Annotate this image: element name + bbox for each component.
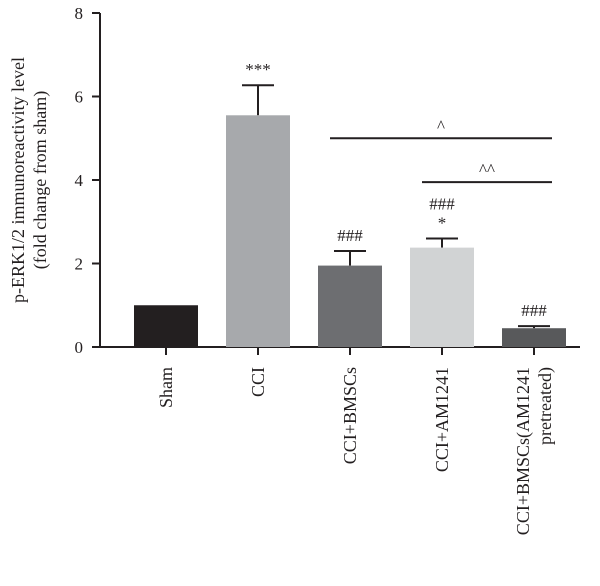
x-category-label: pretreated) <box>535 367 556 445</box>
significance-label: *** <box>245 60 271 79</box>
significance-label: ### <box>429 194 455 213</box>
y-tick-label: 0 <box>75 338 84 357</box>
y-axis-label-line1: p-ERK1/2 immunoreactivity level <box>8 57 28 303</box>
y-tick-label: 8 <box>75 4 84 23</box>
y-tick-label: 4 <box>75 171 84 190</box>
x-category-label: CCI <box>248 367 268 397</box>
significance-label: * <box>438 213 447 232</box>
comparison-label: ^ <box>437 116 445 135</box>
y-axis-label-line2: (fold change from sham) <box>30 91 51 269</box>
x-category-label: Sham <box>156 367 176 408</box>
bar <box>226 115 290 347</box>
y-axis-title: p-ERK1/2 immunoreactivity level (fold ch… <box>8 57 51 303</box>
comparison-label: ^^ <box>479 160 495 179</box>
y-tick-label: 2 <box>75 255 84 274</box>
bar <box>134 305 198 347</box>
x-category-label: CCI+BMSCs <box>340 367 360 464</box>
bar <box>410 247 474 347</box>
x-category-label: CCI+AM1241 <box>432 367 452 472</box>
x-category-label: CCI+BMSCs(AM1241 <box>513 367 534 535</box>
significance-label: ### <box>337 226 363 245</box>
y-tick-label: 6 <box>75 88 84 107</box>
significance-label: ### <box>521 301 547 320</box>
plot-area: 0 2 4 6 8 Sham CCI CCI+BMSCs CCI+AM1241 CCI+BMSCs… <box>75 4 580 535</box>
bar <box>502 328 566 347</box>
bar <box>318 265 382 347</box>
